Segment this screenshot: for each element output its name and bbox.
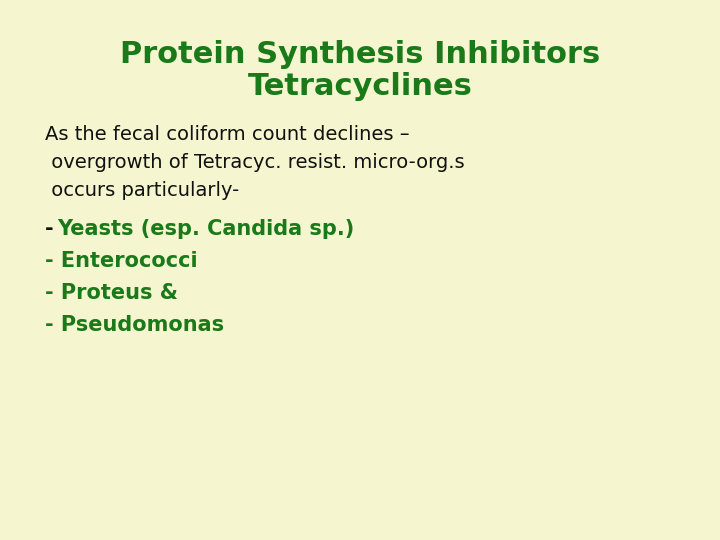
Text: overgrowth of Tetracyc. resist. micro-org.s: overgrowth of Tetracyc. resist. micro-or…: [45, 153, 464, 172]
Text: As the fecal coliform count declines –: As the fecal coliform count declines –: [45, 125, 410, 144]
Text: - Proteus &: - Proteus &: [45, 283, 178, 303]
Text: occurs particularly-: occurs particularly-: [45, 181, 239, 200]
Text: Tetracyclines: Tetracyclines: [248, 72, 472, 101]
Text: Protein Synthesis Inhibitors: Protein Synthesis Inhibitors: [120, 40, 600, 69]
Text: Yeasts (esp. Candida sp.): Yeasts (esp. Candida sp.): [57, 219, 354, 239]
Text: - Enterococci: - Enterococci: [45, 251, 197, 271]
Text: -: -: [45, 219, 53, 239]
Text: - Pseudomonas: - Pseudomonas: [45, 315, 224, 335]
